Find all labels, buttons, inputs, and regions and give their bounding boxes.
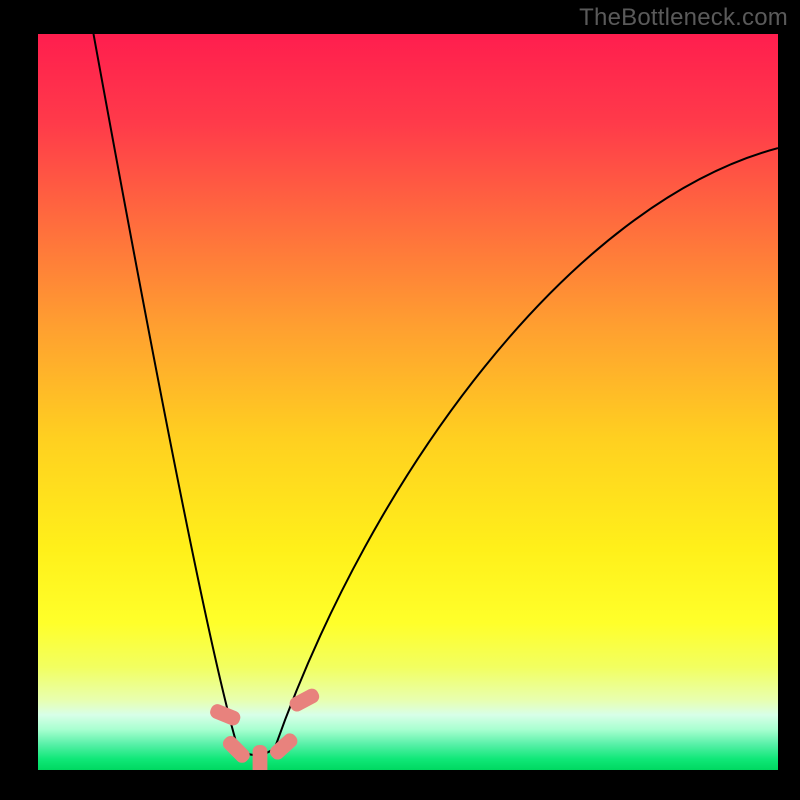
bottleneck-curve — [94, 34, 779, 755]
trough-marker — [287, 686, 321, 714]
plot-area — [38, 34, 778, 770]
curve-layer — [38, 34, 778, 770]
trough-marker — [253, 745, 268, 770]
trough-marker — [267, 731, 300, 763]
trough-marker — [220, 733, 252, 765]
watermark-text: TheBottleneck.com — [579, 4, 788, 32]
trough-marker — [208, 702, 242, 727]
